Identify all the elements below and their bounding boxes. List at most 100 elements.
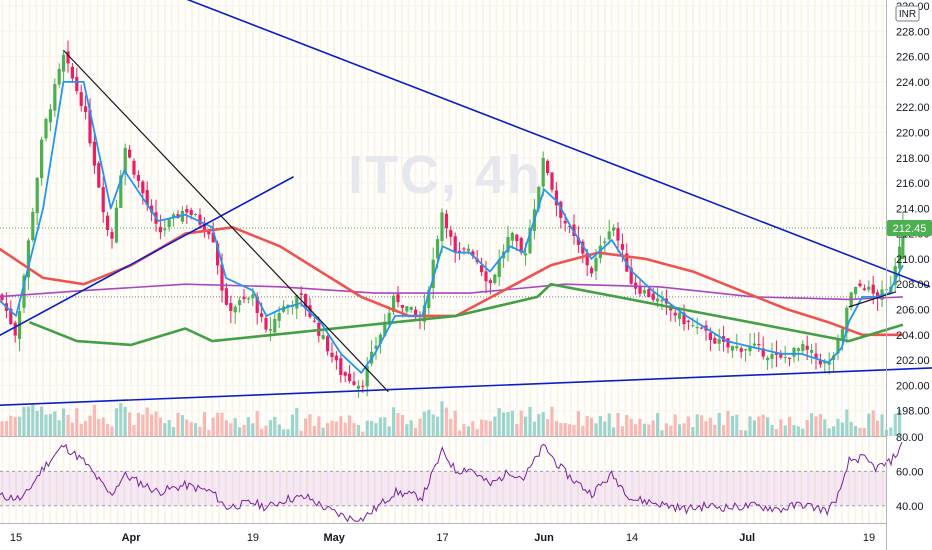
volume-bar xyxy=(541,412,545,436)
volume-bar xyxy=(62,408,66,436)
candle-body xyxy=(616,228,620,241)
candle-body xyxy=(444,213,448,228)
volume-bar xyxy=(431,414,435,436)
rsi-axis-ticks[interactable]: 40.00 60.00 80.00 xyxy=(896,432,924,513)
volume-bar xyxy=(167,420,171,436)
price-tick-label: 210.00 xyxy=(896,254,930,266)
ma-200-line xyxy=(0,283,903,301)
volume-bar xyxy=(365,420,369,436)
volume-bar xyxy=(585,415,589,436)
volume-bar xyxy=(238,427,242,436)
candle-body xyxy=(717,339,721,344)
volume-bar xyxy=(440,401,444,436)
currency-badge[interactable]: INR xyxy=(895,5,920,22)
candle-body xyxy=(686,320,690,323)
trendlines[interactable] xyxy=(0,0,932,407)
candle-body xyxy=(612,227,616,231)
volume-bar xyxy=(114,408,118,436)
price-tick-label: 198.00 xyxy=(896,406,930,418)
volume-bar xyxy=(141,414,145,436)
candle-body xyxy=(224,288,228,305)
candle-body xyxy=(246,298,250,300)
price-axis-ticks[interactable]: 198.00 200.00 202.00 204.00 206.00 208.00 210.… xyxy=(896,1,930,418)
ma-green-line xyxy=(29,282,904,347)
volume-bar xyxy=(717,412,721,436)
volume-bar xyxy=(871,410,875,436)
volume-bar xyxy=(132,424,136,436)
price-tick-label: 218.00 xyxy=(896,153,930,165)
candle-body xyxy=(436,239,440,259)
candle-body xyxy=(695,327,699,329)
time-tick-label: Jun xyxy=(534,532,554,544)
volume-bar xyxy=(158,417,162,436)
volume-bar xyxy=(832,426,836,436)
candle-body xyxy=(79,92,83,106)
volume-bar xyxy=(92,405,96,436)
volume-bar xyxy=(400,415,404,436)
candle-body xyxy=(462,248,466,250)
volume-bar xyxy=(0,421,4,436)
volume-bar xyxy=(625,414,629,436)
volume-bar xyxy=(295,407,299,436)
candle-body xyxy=(427,290,431,309)
volume-bar xyxy=(462,424,466,436)
time-axis-ticks[interactable]: 15Apr19May17Jun14Jul19Aug16 xyxy=(10,532,932,544)
volume-bar xyxy=(128,412,132,436)
candle-body xyxy=(708,332,712,340)
volume-bar xyxy=(53,411,57,436)
volume-bar xyxy=(620,426,624,436)
candle-body xyxy=(304,294,308,309)
price-tick-label: 204.00 xyxy=(896,330,930,342)
candle-body xyxy=(788,357,792,359)
volume-bar xyxy=(757,416,761,436)
candle-body xyxy=(796,348,800,351)
rsi-tick-label: 60.00 xyxy=(896,466,924,478)
candle-body xyxy=(26,240,30,278)
candle-body xyxy=(400,304,404,308)
candle-body xyxy=(409,306,413,310)
rsi-band-fill xyxy=(0,471,886,506)
candle-body xyxy=(392,295,396,312)
price-tick-label: 208.00 xyxy=(896,279,930,291)
volume-bar xyxy=(788,416,792,436)
volume-bar xyxy=(57,420,61,436)
candle-body xyxy=(9,308,13,325)
candle-body xyxy=(238,300,242,306)
volume-bar xyxy=(418,418,422,436)
volume-bar xyxy=(559,423,563,436)
candle-body xyxy=(31,211,35,241)
volume-bar xyxy=(9,415,13,436)
candle-body xyxy=(867,286,871,290)
volume-bar xyxy=(805,420,809,436)
candle-body xyxy=(713,338,717,344)
candle-body xyxy=(365,365,369,387)
candle-body xyxy=(814,353,818,359)
time-tick-label: 19 xyxy=(247,532,259,544)
volume-bar xyxy=(616,412,620,436)
volume-bar xyxy=(572,424,576,436)
candle-body xyxy=(128,149,132,158)
candle-body xyxy=(343,372,347,376)
candle-body xyxy=(75,77,79,92)
volume-bar xyxy=(515,423,519,436)
volume-bar xyxy=(290,414,294,436)
candle-body xyxy=(84,106,88,112)
volume-bar xyxy=(343,422,347,436)
volume-bar xyxy=(383,417,387,436)
volume-bar xyxy=(673,414,677,436)
volume-bar xyxy=(810,413,814,436)
candle-body xyxy=(515,234,519,242)
candle-body xyxy=(13,322,17,336)
volume-bar xyxy=(537,414,541,436)
candle-body xyxy=(524,253,528,256)
volume-bar xyxy=(277,424,281,436)
candle-body xyxy=(453,236,457,253)
candle-body xyxy=(202,222,206,231)
candle-body xyxy=(255,297,259,313)
volume-bar xyxy=(26,406,30,436)
candle-body xyxy=(229,303,233,311)
volume-bar xyxy=(444,407,448,436)
candle-body xyxy=(484,271,488,282)
volume-bar xyxy=(84,420,88,436)
